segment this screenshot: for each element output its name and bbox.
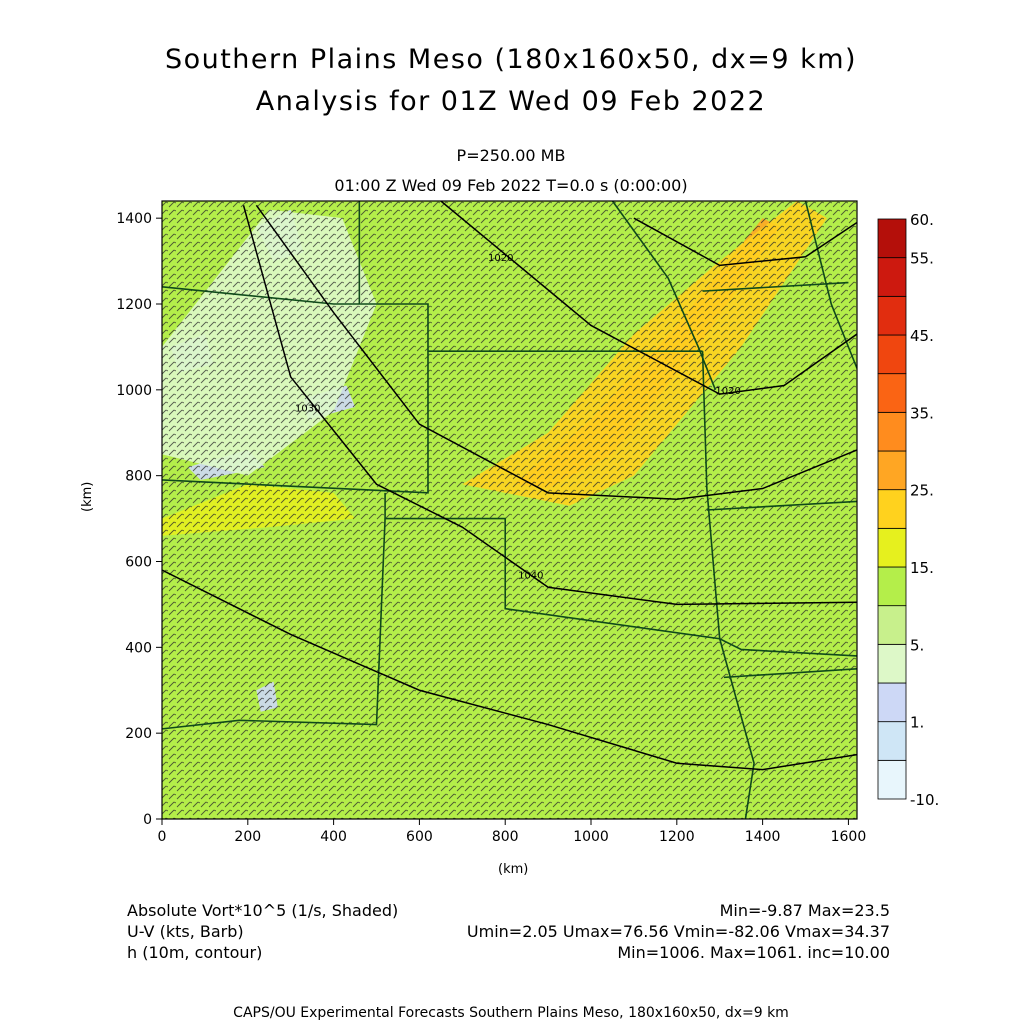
colorbar-band bbox=[877, 450, 907, 491]
contour-label: 1040 bbox=[518, 571, 543, 582]
colorbar-label: 55. bbox=[910, 250, 934, 268]
height-contour bbox=[255, 204, 857, 501]
field1-stats: Min=-9.87 Max=23.5 bbox=[719, 901, 890, 920]
height-contour bbox=[162, 569, 857, 771]
x-tick-label: 1600 bbox=[831, 829, 867, 845]
colorbar-band bbox=[877, 721, 907, 761]
height-contour bbox=[633, 217, 857, 267]
contour-label: 1020 bbox=[715, 386, 740, 397]
colorbar-band bbox=[877, 373, 907, 413]
colorbar-label: 45. bbox=[910, 327, 934, 345]
map-boundary bbox=[804, 201, 857, 369]
height-contour bbox=[242, 205, 857, 606]
x-tick-label: 200 bbox=[234, 829, 261, 845]
colorbar-band bbox=[877, 257, 907, 297]
field3-name: h (10m, contour) bbox=[127, 943, 263, 962]
chart-title-line2: Analysis for 01Z Wed 09 Feb 2022 bbox=[255, 86, 767, 117]
axes: 0 200 400 600 800 1000 1200 1400 1600 0 200 400 600 8… bbox=[116, 200, 867, 845]
x-tick-label: 1400 bbox=[745, 829, 781, 845]
map-boundary bbox=[706, 500, 857, 511]
x-tick-label: 600 bbox=[406, 829, 433, 845]
x-tick-label: 1000 bbox=[573, 829, 609, 845]
plot-area: 1020 1020 1030 1040 bbox=[162, 201, 857, 819]
colorbar: -10. 1. 5. 15. 25. 35. 45. 55. 60. bbox=[877, 211, 939, 809]
map-boundary bbox=[162, 286, 429, 494]
field2-stats: Umin=2.05 Umax=76.56 Vmin=-82.06 Vmax=34… bbox=[466, 922, 890, 941]
colorbar-band bbox=[877, 411, 907, 452]
y-tick-label: 1400 bbox=[116, 211, 152, 227]
valid-time: 01:00 Z Wed 09 Feb 2022 T=0.0 s (0:00:00… bbox=[334, 176, 688, 195]
colorbar-band bbox=[877, 759, 907, 800]
colorbar-band bbox=[877, 295, 907, 336]
colorbar-band bbox=[877, 566, 907, 607]
contour-label: 1030 bbox=[295, 403, 320, 414]
field1-name: Absolute Vort*10^5 (1/s, Shaded) bbox=[127, 901, 399, 920]
map-boundary bbox=[701, 351, 721, 639]
colorbar-band bbox=[877, 489, 907, 529]
colorbar-band bbox=[877, 643, 907, 684]
x-tick-label: 400 bbox=[320, 829, 347, 845]
x-tick-label: 800 bbox=[492, 829, 519, 845]
y-tick-label: 800 bbox=[125, 469, 152, 485]
map-boundary bbox=[723, 667, 857, 679]
map-boundary bbox=[702, 281, 849, 292]
field3-stats: Min=1006. Max=1061. inc=10.00 bbox=[617, 943, 890, 962]
y-tick-label: 0 bbox=[143, 812, 152, 828]
contour-label: 1020 bbox=[488, 253, 513, 264]
colorbar-label: -10. bbox=[910, 791, 939, 809]
map-boundary bbox=[718, 638, 755, 819]
colorbar-band bbox=[877, 605, 907, 645]
y-tick-label: 1000 bbox=[116, 383, 152, 399]
x-tick-label: 1200 bbox=[659, 829, 695, 845]
y-axis-label: (km) bbox=[80, 481, 95, 512]
field2-name: U-V (kts, Barb) bbox=[127, 922, 244, 941]
colorbar-label: 60. bbox=[910, 211, 934, 229]
pressure-level: P=250.00 MB bbox=[456, 146, 566, 165]
plot-frame bbox=[161, 200, 858, 820]
colorbar-label: 1. bbox=[910, 714, 924, 732]
colorbar-band bbox=[877, 218, 907, 259]
y-tick-label: 1200 bbox=[116, 297, 152, 313]
colorbar-band bbox=[877, 682, 907, 723]
y-tick-label: 200 bbox=[125, 726, 152, 742]
colorbar-band bbox=[877, 334, 907, 375]
wind-barbs bbox=[162, 201, 857, 819]
credit-line: CAPS/OU Experimental Forecasts Southern … bbox=[233, 1005, 789, 1021]
y-tick-label: 400 bbox=[125, 640, 152, 656]
colorbar-band bbox=[877, 527, 907, 568]
x-axis-label: (km) bbox=[498, 862, 529, 877]
colorbar-label: 5. bbox=[910, 636, 924, 654]
chart-title-line1: Southern Plains Meso (180x160x50, dx=9 k… bbox=[164, 44, 858, 75]
colorbar-label: 35. bbox=[910, 404, 934, 422]
map-boundary bbox=[162, 518, 386, 730]
y-tick-label: 600 bbox=[125, 555, 152, 571]
height-contour bbox=[440, 201, 857, 395]
map-boundary bbox=[611, 201, 717, 391]
colorbar-label: 25. bbox=[910, 482, 934, 500]
colorbar-label: 15. bbox=[910, 559, 934, 577]
x-tick-label: 0 bbox=[158, 829, 167, 845]
